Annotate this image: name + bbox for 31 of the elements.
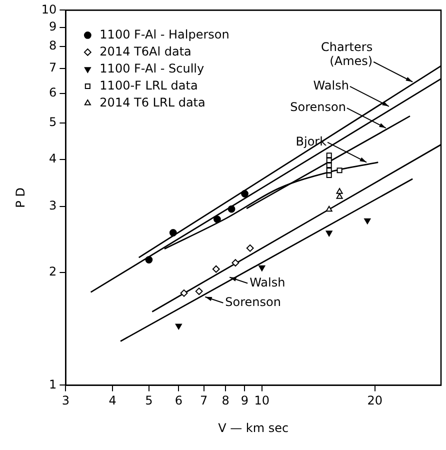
y-tick-label: 6 xyxy=(49,86,57,100)
legend-label: 2014 T6 LRL data xyxy=(100,95,206,110)
y-tick-label: 9 xyxy=(49,19,57,34)
x-tick-label: 10 xyxy=(254,394,270,408)
x-tick-label: 6 xyxy=(174,394,182,408)
x-tick-label: 7 xyxy=(200,394,208,408)
y-tick-label: 5 xyxy=(49,115,57,130)
x-tick-label: 20 xyxy=(367,394,383,408)
y-tick-label: 8 xyxy=(49,38,57,53)
y-tick-label: 3 xyxy=(49,198,57,212)
x-tick-label: 3 xyxy=(62,394,70,408)
y-tick-label: 1 xyxy=(49,377,57,392)
annotation: Walsh xyxy=(250,275,286,290)
y-tick-label: 4 xyxy=(49,152,57,166)
annotation: Sorenson xyxy=(225,295,281,309)
x-tick-label: 5 xyxy=(145,394,153,408)
annotation: Charters (Ames) xyxy=(321,40,373,68)
x-axis-title: V — km sec xyxy=(218,420,289,435)
legend-label: 2014 T6Al data xyxy=(100,44,192,58)
annotation: Walsh xyxy=(313,78,349,93)
x-tick-label: 8 xyxy=(222,394,230,408)
legend-label: 1100-F LRL data xyxy=(100,78,198,92)
annotation: Sorenson xyxy=(290,100,346,114)
y-tick-label: 7 xyxy=(49,60,57,74)
x-tick-label: 9 xyxy=(240,394,249,408)
y-axis-title: P D xyxy=(13,188,28,208)
legend-label: 1100 F-Al - Scully xyxy=(100,61,204,76)
y-tick-label: 2 xyxy=(49,264,57,278)
y-tick-label: 10 xyxy=(41,2,57,16)
x-tick-label: 4 xyxy=(108,394,116,408)
legend-label: 1100 F-Al - Halperson xyxy=(100,27,230,42)
